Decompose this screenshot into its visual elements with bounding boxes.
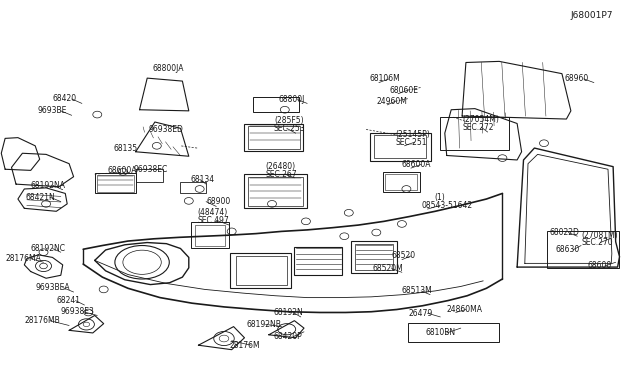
Text: 96938EC: 96938EC [133,165,168,174]
Bar [180,182,206,193]
Text: 68600: 68600 [588,262,612,270]
Bar [195,225,225,246]
Bar [191,222,229,248]
Text: 9693BEA: 9693BEA [35,283,70,292]
Text: 6810BN: 6810BN [426,328,456,337]
Text: 24860MA: 24860MA [447,305,483,314]
Text: 96938ED: 96938ED [148,125,183,134]
Bar [408,323,499,342]
Bar [294,247,342,275]
Bar [385,174,417,190]
Text: 68420P: 68420P [274,332,303,341]
Bar [230,253,291,288]
Bar [547,231,619,268]
Text: SEC.272: SEC.272 [462,123,493,132]
Text: (1): (1) [434,193,445,202]
Text: 68022D: 68022D [549,228,579,237]
Text: 68520M: 68520M [372,264,403,273]
Bar [244,124,303,151]
Text: 68800J: 68800J [278,95,305,104]
Text: 28176MB: 28176MB [24,316,60,325]
Text: 68900: 68900 [206,197,230,206]
Bar [244,174,307,208]
Text: (27081M): (27081M) [581,231,618,240]
Text: 68135: 68135 [114,144,138,153]
Text: 68106M: 68106M [370,74,401,83]
Text: 68060E: 68060E [389,86,418,94]
Text: 68192NC: 68192NC [31,244,66,253]
Text: 68192N: 68192N [274,308,303,317]
Bar [248,177,303,206]
Text: 68630: 68630 [556,246,580,254]
Bar [248,126,300,149]
Bar [95,173,136,193]
Text: 26479: 26479 [408,309,433,318]
Bar [440,117,509,150]
Text: SEC.251: SEC.251 [396,138,427,147]
Text: 96938E3: 96938E3 [61,307,95,316]
Text: 68600A: 68600A [108,166,137,175]
Text: 68134: 68134 [191,175,215,184]
Text: 08543-51642: 08543-51642 [421,201,472,210]
Bar [355,244,393,270]
Text: 68420: 68420 [52,94,77,103]
Text: SEC.270: SEC.270 [581,238,612,247]
Text: 28176MA: 28176MA [5,254,41,263]
Text: J68001P7: J68001P7 [571,12,613,20]
Text: (285F5): (285F5) [274,116,303,125]
Text: (26480): (26480) [266,162,296,171]
Bar [253,97,299,112]
Bar [236,256,287,285]
Text: 9693BE: 9693BE [37,106,67,115]
Text: 68520: 68520 [392,251,416,260]
Bar [136,169,163,182]
Text: SEC.267: SEC.267 [266,170,297,179]
Text: 68241: 68241 [56,296,81,305]
Text: 68600A: 68600A [402,160,431,169]
Text: 68800JA: 68800JA [152,64,184,73]
Text: (27054M): (27054M) [462,115,499,124]
Text: 68192NA: 68192NA [31,181,66,190]
Text: SEC.253: SEC.253 [274,124,305,133]
Bar [351,241,397,273]
Text: (48474): (48474) [197,208,227,217]
Bar [97,175,134,192]
Text: SEC.497: SEC.497 [197,216,229,225]
Bar [370,133,431,161]
Bar [374,135,426,158]
Text: 68192NB: 68192NB [246,320,281,329]
Text: 28176M: 28176M [229,341,260,350]
Text: 24960M: 24960M [376,97,407,106]
Text: (25145P): (25145P) [396,130,430,139]
Text: 68960: 68960 [564,74,589,83]
Text: 68421N: 68421N [26,193,55,202]
Text: 68513M: 68513M [402,286,433,295]
Bar [383,172,420,192]
